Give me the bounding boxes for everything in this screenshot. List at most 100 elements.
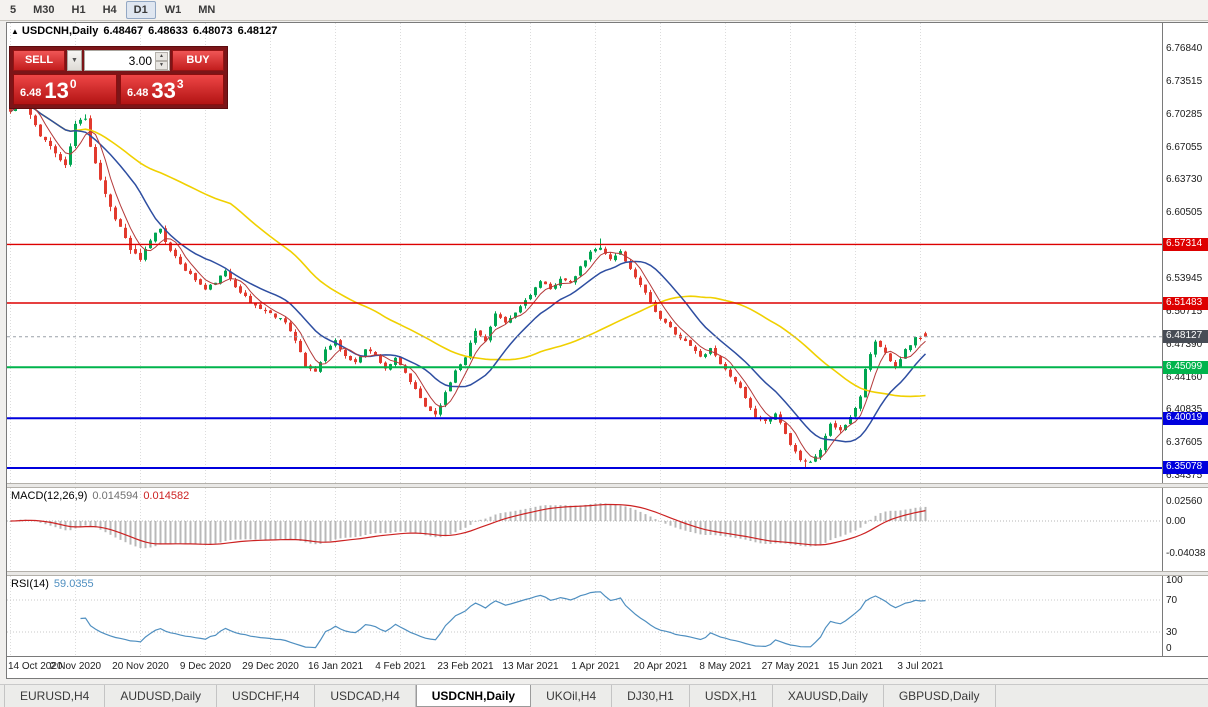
chart-window: ▲ USDCNH,Daily 6.48467 6.48633 6.48073 6.4812… bbox=[6, 22, 1208, 679]
timeframe-button-w1[interactable]: W1 bbox=[164, 4, 182, 16]
price-level-tag: 6.35078 bbox=[1163, 461, 1208, 475]
date-tick-label: 8 May 2021 bbox=[699, 661, 752, 672]
volume-field: ▲ ▼ bbox=[84, 50, 170, 71]
ohlc-close: 6.48127 bbox=[237, 25, 278, 37]
volume-spinner: ▲ ▼ bbox=[155, 52, 168, 70]
price-axis[interactable]: 6.76840 6.73515 6.70285 6.67055 6.63730 6.605… bbox=[1162, 23, 1208, 678]
moving-average-line bbox=[10, 103, 926, 398]
date-tick-label: 1 Apr 2021 bbox=[571, 661, 620, 672]
one-click-trade-panel: SELL ▼ ▲ ▼ BUY 6.48 13 0 bbox=[9, 46, 228, 109]
rsi-line bbox=[80, 591, 926, 649]
price-tick-label: 6.40835 bbox=[1166, 404, 1203, 416]
date-tick-label: 20 Nov 2020 bbox=[112, 661, 169, 672]
date-tick-label: 29 Dec 2020 bbox=[242, 661, 299, 672]
chart-tab-usdcnh[interactable]: USDCNH,Daily bbox=[415, 685, 532, 707]
rsi-panel[interactable]: RSI(14) 59.0355 bbox=[7, 576, 1162, 656]
date-tick-label: 27 May 2021 bbox=[761, 661, 820, 672]
rsi-value: 59.0355 bbox=[53, 578, 94, 590]
price-tick-label: 6.47390 bbox=[1166, 338, 1203, 350]
chart-tabs-bar: EURUSD,H4 AUDUSD,Daily USDCHF,H4 USDCAD,H4 U… bbox=[0, 684, 1208, 707]
price-level-tag: 6.40019 bbox=[1163, 411, 1208, 425]
timeframe-button-h1[interactable]: H1 bbox=[71, 4, 86, 16]
chart-collapse-icon[interactable]: ▲ bbox=[11, 27, 19, 36]
volume-decrease-button[interactable]: ▼ bbox=[155, 61, 168, 70]
volume-input[interactable] bbox=[85, 51, 169, 70]
macd-signal-value: 0.014582 bbox=[143, 490, 190, 502]
chart-symbol-timeframe: USDCNH,Daily bbox=[21, 25, 99, 37]
candlestick-series bbox=[9, 85, 927, 468]
price-tick-label: 6.73515 bbox=[1166, 75, 1203, 87]
price-tick-label: 6.53945 bbox=[1166, 272, 1203, 284]
candlestick-chart bbox=[7, 23, 1162, 483]
date-tick-label: 13 Mar 2021 bbox=[502, 661, 559, 672]
timeframe-buttons: 5 M30 H1 H4 D1 W1 MN bbox=[0, 0, 1208, 20]
ohlc-high: 6.48633 bbox=[148, 25, 188, 37]
price-tick-label: 6.34375 bbox=[1166, 470, 1203, 482]
date-axis[interactable]: 14 Oct 2020 2 Nov 2020 20 Nov 2020 9 Dec 20… bbox=[7, 656, 1208, 678]
rsi-name: RSI(14) bbox=[11, 578, 49, 590]
rsi-axis-label: 100 bbox=[1166, 575, 1183, 586]
timeframe-button-h4[interactable]: H4 bbox=[102, 4, 117, 16]
sell-price-prefix: 6.48 bbox=[20, 87, 42, 99]
panel-splitter[interactable] bbox=[7, 483, 1208, 488]
panel-splitter[interactable] bbox=[7, 571, 1208, 576]
price-tick-label: 6.63730 bbox=[1166, 174, 1203, 186]
timeframe-button-mn[interactable]: MN bbox=[198, 4, 216, 16]
trade-controls-row: SELL ▼ ▲ ▼ BUY bbox=[13, 50, 224, 71]
rsi-label: RSI(14) 59.0355 bbox=[11, 578, 99, 590]
rsi-indicator bbox=[7, 576, 1162, 656]
chart-tab-eurusd[interactable]: EURUSD,H4 bbox=[4, 685, 106, 707]
macd-indicator bbox=[7, 488, 1162, 571]
macd-panel[interactable]: MACD(12,26,9) 0.014594 0.014582 bbox=[7, 488, 1162, 571]
chart-tab-usdcad[interactable]: USDCAD,H4 bbox=[315, 685, 416, 707]
buy-price-big-digits: 33 bbox=[151, 78, 176, 103]
rsi-axis-label: 30 bbox=[1166, 627, 1178, 638]
timeframe-button-d1[interactable]: D1 bbox=[125, 1, 156, 19]
rsi-axis-label: 0 bbox=[1166, 643, 1172, 654]
date-tick-label: 2 Nov 2020 bbox=[49, 661, 102, 672]
macd-axis-label: 0.02560 bbox=[1166, 495, 1203, 507]
price-tick-label: 6.37605 bbox=[1166, 437, 1203, 449]
rsi-axis-label: 70 bbox=[1166, 595, 1178, 606]
timeframe-button-5[interactable]: 5 bbox=[10, 4, 17, 16]
buy-button[interactable]: BUY bbox=[172, 50, 224, 71]
macd-signal-line bbox=[10, 503, 926, 546]
bid-price-tag: 6.48127 bbox=[1163, 330, 1208, 344]
chart-tab-dj30[interactable]: DJ30,H1 bbox=[612, 685, 690, 707]
moving-average-line bbox=[10, 103, 927, 443]
timeframe-toolbar: 5 M30 H1 H4 D1 W1 MN bbox=[0, 0, 1208, 21]
macd-name: MACD(12,26,9) bbox=[11, 490, 88, 502]
date-tick-label: 3 Jul 2021 bbox=[897, 661, 944, 672]
date-tick-label: 14 Oct 2020 bbox=[8, 661, 63, 672]
price-tick-label: 6.67055 bbox=[1166, 141, 1203, 153]
chart-tab-usdx[interactable]: USDX,H1 bbox=[690, 685, 773, 707]
buy-price-prefix: 6.48 bbox=[127, 87, 149, 99]
trade-prices-row: 6.48 13 0 6.48 33 3 bbox=[13, 74, 224, 105]
price-level-tag: 6.57314 bbox=[1163, 237, 1208, 251]
macd-axis-label: 0.00 bbox=[1166, 516, 1186, 527]
timeframe-button-m30[interactable]: M30 bbox=[33, 4, 55, 16]
chart-title: ▲ USDCNH,Daily 6.48467 6.48633 6.48073 6.4812… bbox=[11, 25, 282, 37]
chart-tab-xauusd[interactable]: XAUUSD,Daily bbox=[773, 685, 884, 707]
chart-tab-audusd[interactable]: AUDUSD,Daily bbox=[105, 685, 218, 707]
chart-tab-gbpusd[interactable]: GBPUSD,Daily bbox=[884, 685, 996, 707]
macd-histogram bbox=[9, 503, 927, 549]
date-tick-label: 20 Apr 2021 bbox=[633, 661, 688, 672]
main-chart[interactable]: ▲ USDCNH,Daily 6.48467 6.48633 6.48073 6.4812… bbox=[7, 23, 1162, 483]
volume-increase-button[interactable]: ▲ bbox=[155, 52, 168, 61]
macd-label: MACD(12,26,9) 0.014594 0.014582 bbox=[11, 490, 194, 502]
buy-price-display[interactable]: 6.48 33 3 bbox=[120, 74, 224, 105]
chart-tab-usdchf[interactable]: USDCHF,H4 bbox=[217, 685, 316, 707]
ohlc-low: 6.48073 bbox=[192, 25, 233, 37]
buy-price-pip-digit: 3 bbox=[176, 77, 184, 91]
sell-price-display[interactable]: 6.48 13 0 bbox=[13, 74, 117, 105]
price-tick-label: 6.44160 bbox=[1166, 371, 1203, 383]
order-type-dropdown[interactable]: ▼ bbox=[67, 50, 82, 71]
horizontal-level-lines bbox=[7, 243, 1162, 469]
ohlc-open: 6.48467 bbox=[103, 25, 144, 37]
macd-axis-label: -0.04038 bbox=[1166, 548, 1206, 560]
sell-button[interactable]: SELL bbox=[13, 50, 65, 71]
chart-tab-ukoil[interactable]: UKOil,H4 bbox=[531, 685, 613, 707]
price-tick-label: 6.50715 bbox=[1166, 305, 1203, 317]
